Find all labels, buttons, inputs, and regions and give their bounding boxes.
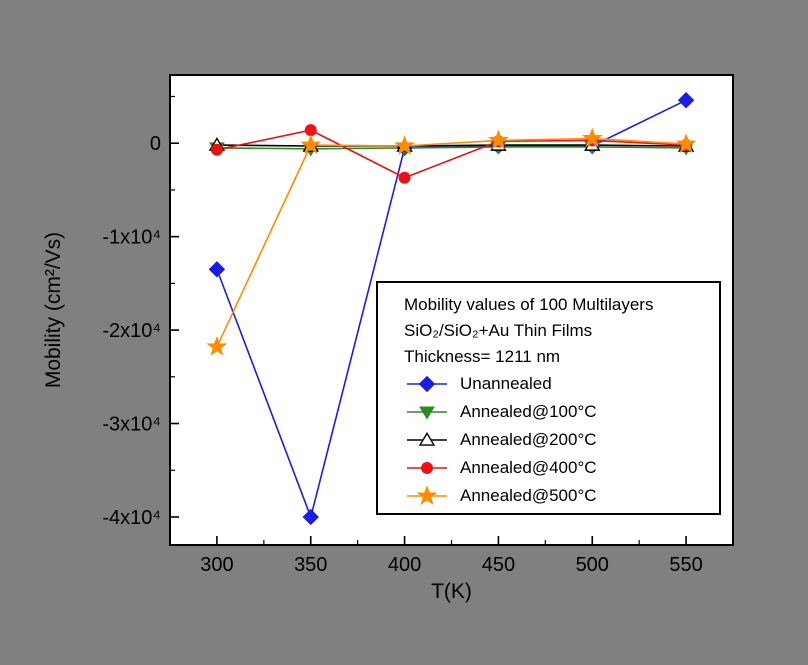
data-point-diamond <box>418 375 436 393</box>
legend: Mobility values of 100 Multilayers SiO₂/… <box>376 281 721 515</box>
data-point-circle <box>421 462 433 474</box>
x-tick-label: 350 <box>294 554 327 576</box>
x-tick-label: 550 <box>669 554 702 576</box>
y-tick-label: -4x10⁴ <box>102 507 161 529</box>
legend-title-line-1: Mobility values of 100 Multilayers <box>404 295 654 314</box>
x-tick-label: 500 <box>576 554 609 576</box>
legend-item-label: Annealed@400°C <box>460 458 597 477</box>
legend-item: Annealed@100°C <box>404 398 713 426</box>
star-marker-icon <box>407 486 447 505</box>
data-point-triangle-open <box>418 431 436 446</box>
triangle-down-marker-icon <box>407 406 447 420</box>
series-line-1 <box>216 146 687 150</box>
series-line-4 <box>216 137 687 348</box>
legend-item-label: Annealed@200°C <box>460 430 597 449</box>
legend-items: Unannealed Annealed@100°C Annealed@200°C An… <box>404 370 713 510</box>
data-point-circle <box>398 171 411 184</box>
data-point-star <box>394 135 416 155</box>
y-tick-label: -2x10⁴ <box>102 320 161 342</box>
data-point-circle <box>304 124 317 137</box>
data-point-circle <box>210 143 223 156</box>
data-point-star <box>300 134 322 154</box>
series-line-3 <box>216 129 687 179</box>
legend-item-label: Unannealed <box>460 374 552 393</box>
triangle-open-marker-icon <box>407 431 447 446</box>
x-tick-label: 300 <box>200 554 233 576</box>
circle-marker-icon <box>407 462 447 474</box>
data-point-star <box>416 486 438 505</box>
legend-title-line-2: SiO₂/SiO₂+Au Thin Films <box>404 321 593 340</box>
legend-item: Unannealed <box>404 370 713 398</box>
data-point-diamond <box>208 261 226 278</box>
y-tick-label: 0 <box>150 133 161 155</box>
x-tick-label: 450 <box>482 554 515 576</box>
data-point-diamond <box>677 92 695 109</box>
legend-item: Annealed@500°C <box>404 482 713 510</box>
y-tick-label: -3x10⁴ <box>102 414 161 436</box>
data-point-star <box>206 335 228 356</box>
legend-item: Annealed@400°C <box>404 454 713 482</box>
legend-item-label: Annealed@100°C <box>460 402 597 421</box>
y-axis-label: Mobility (cm²/Vs) <box>42 231 65 389</box>
series-line-2 <box>216 144 687 147</box>
x-axis-label: T(K) <box>431 580 472 603</box>
legend-item-label: Annealed@500°C <box>460 486 597 505</box>
y-tick-label: -1x10⁴ <box>102 227 161 249</box>
data-point-star <box>675 133 697 154</box>
data-point-star <box>487 129 509 150</box>
diamond-marker-icon <box>407 375 447 393</box>
x-tick-label: 400 <box>388 554 421 576</box>
legend-item: Annealed@200°C <box>404 426 713 454</box>
data-point-star <box>581 127 603 148</box>
legend-title: Mobility values of 100 Multilayers SiO₂/… <box>404 292 713 370</box>
legend-title-line-3: Thickness= 1211 nm <box>404 347 561 366</box>
data-point-triangle-down <box>419 406 435 420</box>
data-point-diamond <box>302 508 319 526</box>
